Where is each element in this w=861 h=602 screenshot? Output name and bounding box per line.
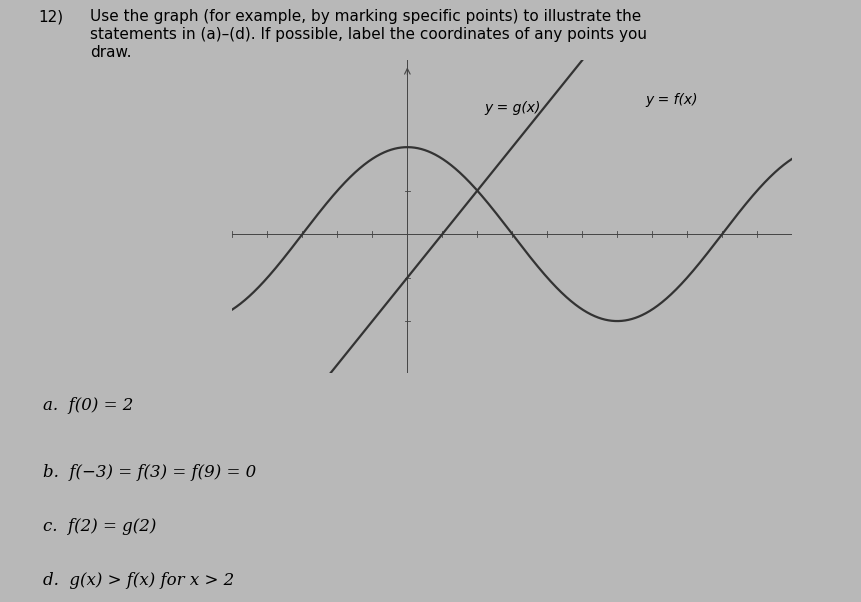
Text: y = f(x): y = f(x)	[645, 93, 697, 107]
Text: b.  f(−3) = f(3) = f(9) = 0: b. f(−3) = f(3) = f(9) = 0	[43, 464, 257, 480]
Text: y = g(x): y = g(x)	[484, 101, 541, 116]
Text: Use the graph (for example, by marking specific points) to illustrate the: Use the graph (for example, by marking s…	[90, 9, 641, 24]
Text: 12): 12)	[39, 9, 64, 24]
Text: statements in (a)–(d). If possible, label the coordinates of any points you: statements in (a)–(d). If possible, labe…	[90, 27, 647, 42]
Text: draw.: draw.	[90, 45, 132, 60]
Text: d.  g(x) > f(x) for x > 2: d. g(x) > f(x) for x > 2	[43, 572, 234, 589]
Text: c.  f(2) = g(2): c. f(2) = g(2)	[43, 518, 157, 535]
Text: a.  f(0) = 2: a. f(0) = 2	[43, 397, 133, 414]
